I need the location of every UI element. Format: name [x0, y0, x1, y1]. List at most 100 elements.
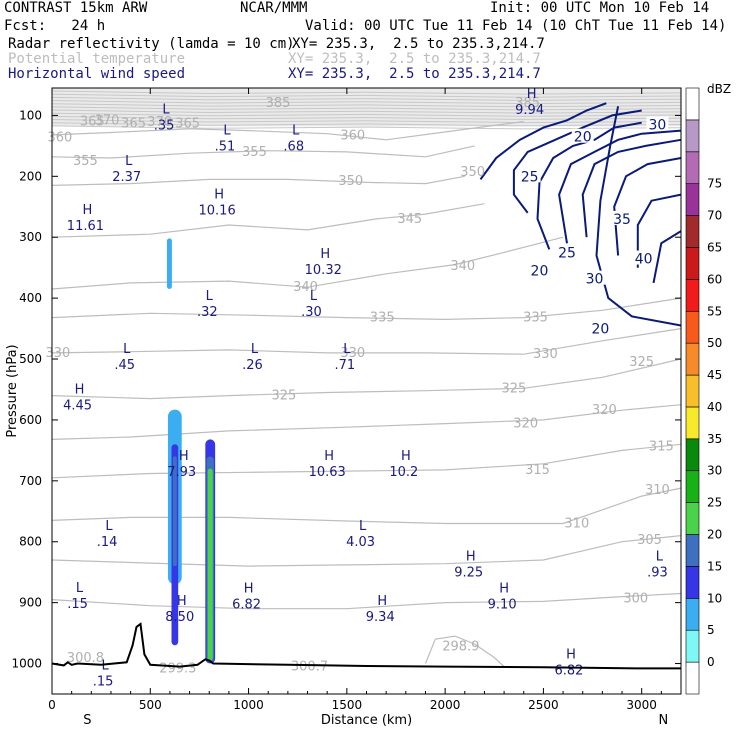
theta-contour-label: 305 [637, 533, 662, 548]
extremum-value: 9.94 [515, 103, 544, 118]
theta-contour-label: 310 [564, 516, 589, 531]
extremum-marker: L [101, 658, 109, 673]
field-3-name: Horizontal wind speed [8, 66, 186, 82]
theta-contour [51, 443, 682, 479]
extremum-value: .26 [242, 358, 263, 373]
extremum-value: 2.37 [112, 170, 141, 185]
x-tick-label: 2500 [528, 698, 559, 712]
y-tick-label: 700 [19, 474, 42, 488]
theta-contour [51, 115, 682, 120]
extremum-value: 11.61 [67, 219, 104, 234]
model-title: CONTRAST 15km ARW [4, 0, 148, 16]
theta-contour [51, 122, 682, 127]
wind-contour-label: 20 [574, 130, 592, 146]
theta-contour-label: 385 [515, 96, 540, 111]
theta-contour [51, 93, 682, 98]
extremum-value: 10.32 [305, 263, 342, 278]
colorbar-swatch [685, 406, 700, 440]
theta-contour-label: 365 [80, 114, 105, 129]
extremum-value: 8.50 [165, 610, 194, 625]
colorbar-tick-label: 70 [707, 209, 722, 223]
theta-contour-label: 330 [340, 346, 365, 361]
theta-contour [51, 297, 682, 321]
theta-contour-label: 360 [340, 129, 365, 144]
wind-speed-contour [652, 230, 682, 284]
theta-contour [51, 100, 682, 105]
colorbar-tick-label: 30 [707, 464, 722, 478]
theta-contour-label: 370 [147, 115, 172, 130]
extremum-value: .32 [197, 305, 218, 320]
theta-contour-label: 345 [397, 212, 422, 227]
colorbar-swatch [685, 87, 700, 121]
theta-contour-label: 310 [645, 483, 670, 498]
extremum-value: .51 [215, 140, 236, 155]
extremum-marker: H [499, 582, 509, 597]
theta-dense-band [52, 88, 681, 127]
extremum-marker: L [292, 124, 300, 139]
colorbar-swatch [685, 279, 700, 312]
x-tick-label: 1000 [233, 698, 264, 712]
theta-contour-label: 315 [525, 463, 550, 478]
extremum-marker: H [179, 449, 189, 464]
colorbar-tick-label: 15 [707, 559, 722, 573]
wind-label-bg [646, 116, 669, 131]
forecast-hour: Fcst: 24 h [4, 18, 106, 34]
colorbar-swatch [685, 342, 700, 376]
wind-label-bg [571, 128, 594, 143]
field-2-name: Potential temperature [8, 51, 186, 67]
extremum-value: 4.45 [63, 399, 92, 414]
colorbar-swatch [685, 502, 700, 535]
colorbar-tick-label: 65 [707, 240, 722, 254]
reflectivity-cell [207, 468, 213, 661]
theta-contour-label: 335 [370, 311, 395, 326]
colorbar-swatch [685, 629, 700, 663]
theta-contour [51, 203, 485, 238]
wind-contour-label: 35 [613, 212, 631, 228]
x-tick-label: 2000 [430, 698, 461, 712]
field-1-name: Radar reflectivity (lamda = 10 cm) [8, 36, 295, 52]
extremum-marker: L [162, 102, 170, 117]
theta-contour-label: 298.9 [442, 639, 479, 654]
field-3-xy: XY= 235.3, 2.5 to 235.3,214.7 [288, 66, 541, 82]
extremum-value: 4.03 [346, 535, 375, 550]
theta-contour [51, 106, 682, 111]
theta-contour-label: 365 [175, 116, 200, 131]
extremum-value: 6.82 [554, 664, 583, 679]
extremum-value: 10.16 [199, 204, 236, 219]
theta-contours [51, 88, 682, 668]
extremum-value: .45 [114, 358, 135, 373]
x-tick-label: 3000 [626, 698, 657, 712]
theta-contour-label: 350 [338, 174, 363, 189]
extremum-marker: L [105, 519, 113, 534]
colorbar-tick-label: 50 [707, 336, 722, 350]
colorbar-tick-label: 45 [707, 368, 722, 382]
colorbar: 0 5 10 15 20 25 30 35 40 45 50 55 60 65 70 75 dBZ [685, 82, 731, 695]
extremum-value: 10.2 [389, 465, 418, 480]
theta-contour-label: 325 [502, 381, 527, 396]
extremum-marker: H [401, 449, 411, 464]
wind-speed-contour [512, 109, 642, 214]
theta-contour [51, 120, 524, 141]
wind-contour-label: 20 [591, 322, 609, 338]
colorbar-swatch [685, 183, 700, 216]
extremum-marker: L [343, 342, 351, 357]
wind-contour-label: 30 [648, 118, 666, 134]
extremum-marker: H [75, 383, 85, 398]
extremum-marker: L [310, 289, 318, 304]
colorbar-unit: dBZ [707, 82, 731, 96]
wind-label-bg [555, 244, 578, 259]
wind-label-bg [589, 320, 612, 335]
theta-contour [51, 358, 682, 400]
wind-label-bg [518, 168, 541, 183]
wind-label-bg [611, 210, 634, 225]
theta-contour-label: 320 [513, 417, 538, 432]
wind-contour-label: 30 [586, 272, 604, 288]
theta-contour-label: 325 [629, 355, 654, 370]
extremum-marker: H [466, 549, 476, 564]
colorbar-swatch [685, 598, 700, 631]
colorbar-tick-label: 25 [707, 496, 722, 510]
x-tick-label: 1500 [332, 698, 363, 712]
extremum-value: 9.25 [454, 565, 483, 580]
colorbar-swatch [685, 247, 700, 280]
theta-contour [51, 125, 682, 130]
